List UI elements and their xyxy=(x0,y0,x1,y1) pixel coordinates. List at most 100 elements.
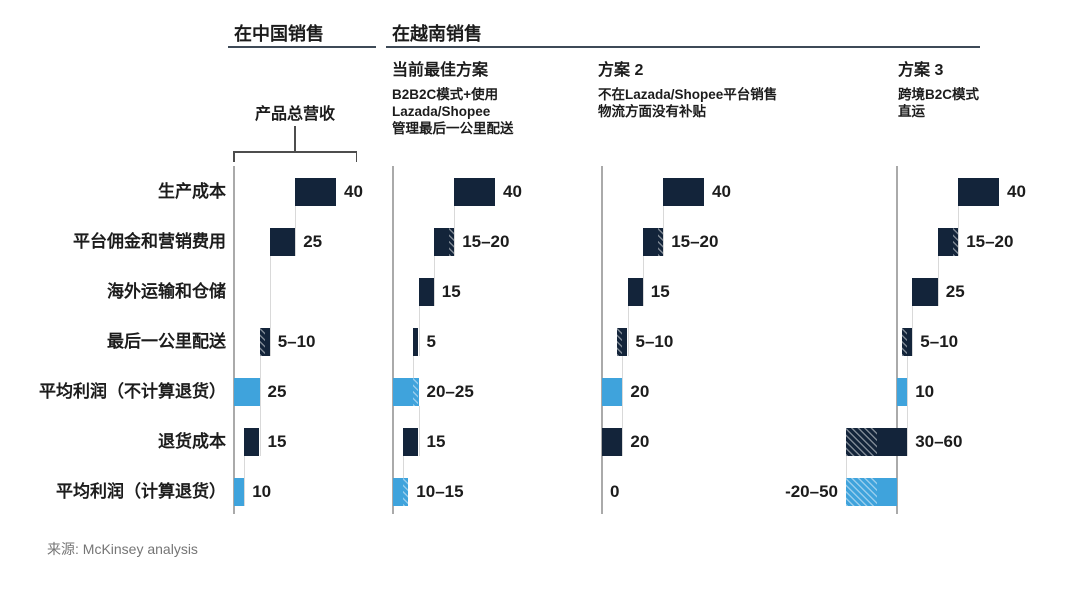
bar-dark xyxy=(259,328,270,356)
bar-blue xyxy=(393,478,409,506)
bar-value-label: 5–10 xyxy=(635,332,674,351)
waterfall-connector xyxy=(958,206,960,256)
bar-dark xyxy=(958,178,999,206)
group-underline-china xyxy=(228,46,376,48)
bar-blue xyxy=(602,378,623,406)
waterfall-connector xyxy=(622,406,624,456)
bar-value-label: 5–10 xyxy=(277,332,316,351)
bar-dark xyxy=(902,328,913,356)
bar-blue xyxy=(897,378,908,406)
bracket-tick-right xyxy=(355,151,357,162)
bar-value-label: 40 xyxy=(1007,182,1026,201)
bar-value-label: 15–20 xyxy=(671,232,719,251)
bar-value-label: 15 xyxy=(650,282,670,301)
bar-value-label: 20 xyxy=(630,382,650,401)
bar-value-label: 10 xyxy=(915,382,935,401)
bar-dark xyxy=(642,228,664,256)
source-note: 来源: McKinsey analysis xyxy=(47,541,198,557)
bar-hatch-region xyxy=(403,478,409,506)
scheme-header-option2: 方案 2 不在Lazada/Shopee平台销售 物流方面没有补贴 xyxy=(598,56,777,120)
bracket-tick-left xyxy=(233,151,235,162)
row-label: 退货成本 xyxy=(158,432,226,451)
row-label: 平均利润（不计算退货） xyxy=(39,382,226,401)
waterfall-connector xyxy=(907,356,909,406)
scheme-header-option3: 方案 3 跨境B2C模式 直运 xyxy=(898,56,979,120)
bar-dark xyxy=(269,228,296,256)
waterfall-connector xyxy=(642,256,644,306)
bar-dark xyxy=(937,228,959,256)
waterfall-connector xyxy=(418,306,420,356)
bracket-stem xyxy=(294,126,296,151)
scheme-title: 当前最佳方案 xyxy=(392,62,489,79)
group-header-china: 在中国销售 xyxy=(234,24,324,44)
row-label: 平均利润（计算退货） xyxy=(56,482,226,501)
bar-value-label: 10–15 xyxy=(416,482,464,501)
bar-value-label: -20–50 xyxy=(785,482,838,501)
scheme-description: B2B2C模式+使用 Lazada/Shopee 管理最后一公里配送 xyxy=(392,87,514,136)
waterfall-connector xyxy=(912,306,914,356)
axis-line xyxy=(896,166,898,514)
bar-blue xyxy=(234,478,245,506)
scheme-title: 方案 3 xyxy=(898,62,944,79)
bar-value-label: 0 xyxy=(610,482,620,501)
bracket-span xyxy=(233,151,357,153)
bar-dark xyxy=(912,278,938,306)
bar-value-label: 25 xyxy=(303,232,323,251)
waterfall-connector xyxy=(259,356,261,406)
waterfall-connector xyxy=(907,406,909,456)
bar-dark xyxy=(244,428,260,456)
axis-line xyxy=(233,166,235,514)
bar-dark xyxy=(602,428,623,456)
bar-value-label: 5–10 xyxy=(920,332,959,351)
bar-hatch-region xyxy=(658,228,664,256)
scheme-description: 不在Lazada/Shopee平台销售 物流方面没有补贴 xyxy=(598,87,778,119)
waterfall-connector xyxy=(433,256,435,306)
bar-dark xyxy=(617,328,628,356)
bar-dark xyxy=(413,328,419,356)
axis-line xyxy=(601,166,603,514)
scheme-description: 跨境B2C模式 直运 xyxy=(898,87,980,119)
waterfall-connector xyxy=(269,256,271,356)
group-underline-vietnam xyxy=(386,46,980,48)
row-label: 平台佣金和营销费用 xyxy=(73,232,226,251)
waterfall-connector xyxy=(418,406,420,456)
bar-hatch-region xyxy=(902,328,908,356)
scheme-header-best-option: 当前最佳方案 B2B2C模式+使用 Lazada/Shopee 管理最后一公里配… xyxy=(392,56,514,137)
waterfall-connector xyxy=(622,356,624,406)
bar-dark xyxy=(846,428,908,456)
bar-dark xyxy=(663,178,704,206)
waterfall-connector xyxy=(937,256,939,306)
bar-value-label: 40 xyxy=(344,182,363,201)
bar-value-label: 15–20 xyxy=(966,232,1014,251)
bar-value-label: 15–20 xyxy=(462,232,510,251)
bar-value-label: 25 xyxy=(267,382,287,401)
bar-hatch-region xyxy=(413,378,419,406)
waterfall-connector xyxy=(663,206,665,256)
waterfall-connector xyxy=(295,206,297,256)
bar-dark xyxy=(403,428,419,456)
waterfall-connector xyxy=(454,206,456,256)
bar-hatch-region xyxy=(259,328,265,356)
waterfall-connector xyxy=(259,406,261,456)
bar-value-label: 25 xyxy=(945,282,965,301)
bar-value-label: 30–60 xyxy=(915,432,963,451)
bar-blue xyxy=(234,378,260,406)
bar-value-label: 15 xyxy=(426,432,446,451)
bar-dark xyxy=(418,278,434,306)
row-label: 生产成本 xyxy=(158,182,226,201)
bar-hatch-region xyxy=(953,228,959,256)
row-label: 最后一公里配送 xyxy=(107,332,226,351)
group-header-vietnam: 在越南销售 xyxy=(392,24,482,44)
bar-value-label: 15 xyxy=(441,282,461,301)
bar-dark xyxy=(433,228,455,256)
bar-value-label: 15 xyxy=(267,432,287,451)
bar-value-label: 20 xyxy=(630,432,650,451)
row-label: 海外运输和仓储 xyxy=(107,282,226,301)
scheme-title: 方案 2 xyxy=(598,62,644,79)
bar-value-label: 5 xyxy=(426,332,436,351)
bar-blue xyxy=(393,378,419,406)
waterfall-connector xyxy=(627,306,629,356)
bar-hatch-region xyxy=(846,478,877,506)
bar-blue xyxy=(846,478,897,506)
